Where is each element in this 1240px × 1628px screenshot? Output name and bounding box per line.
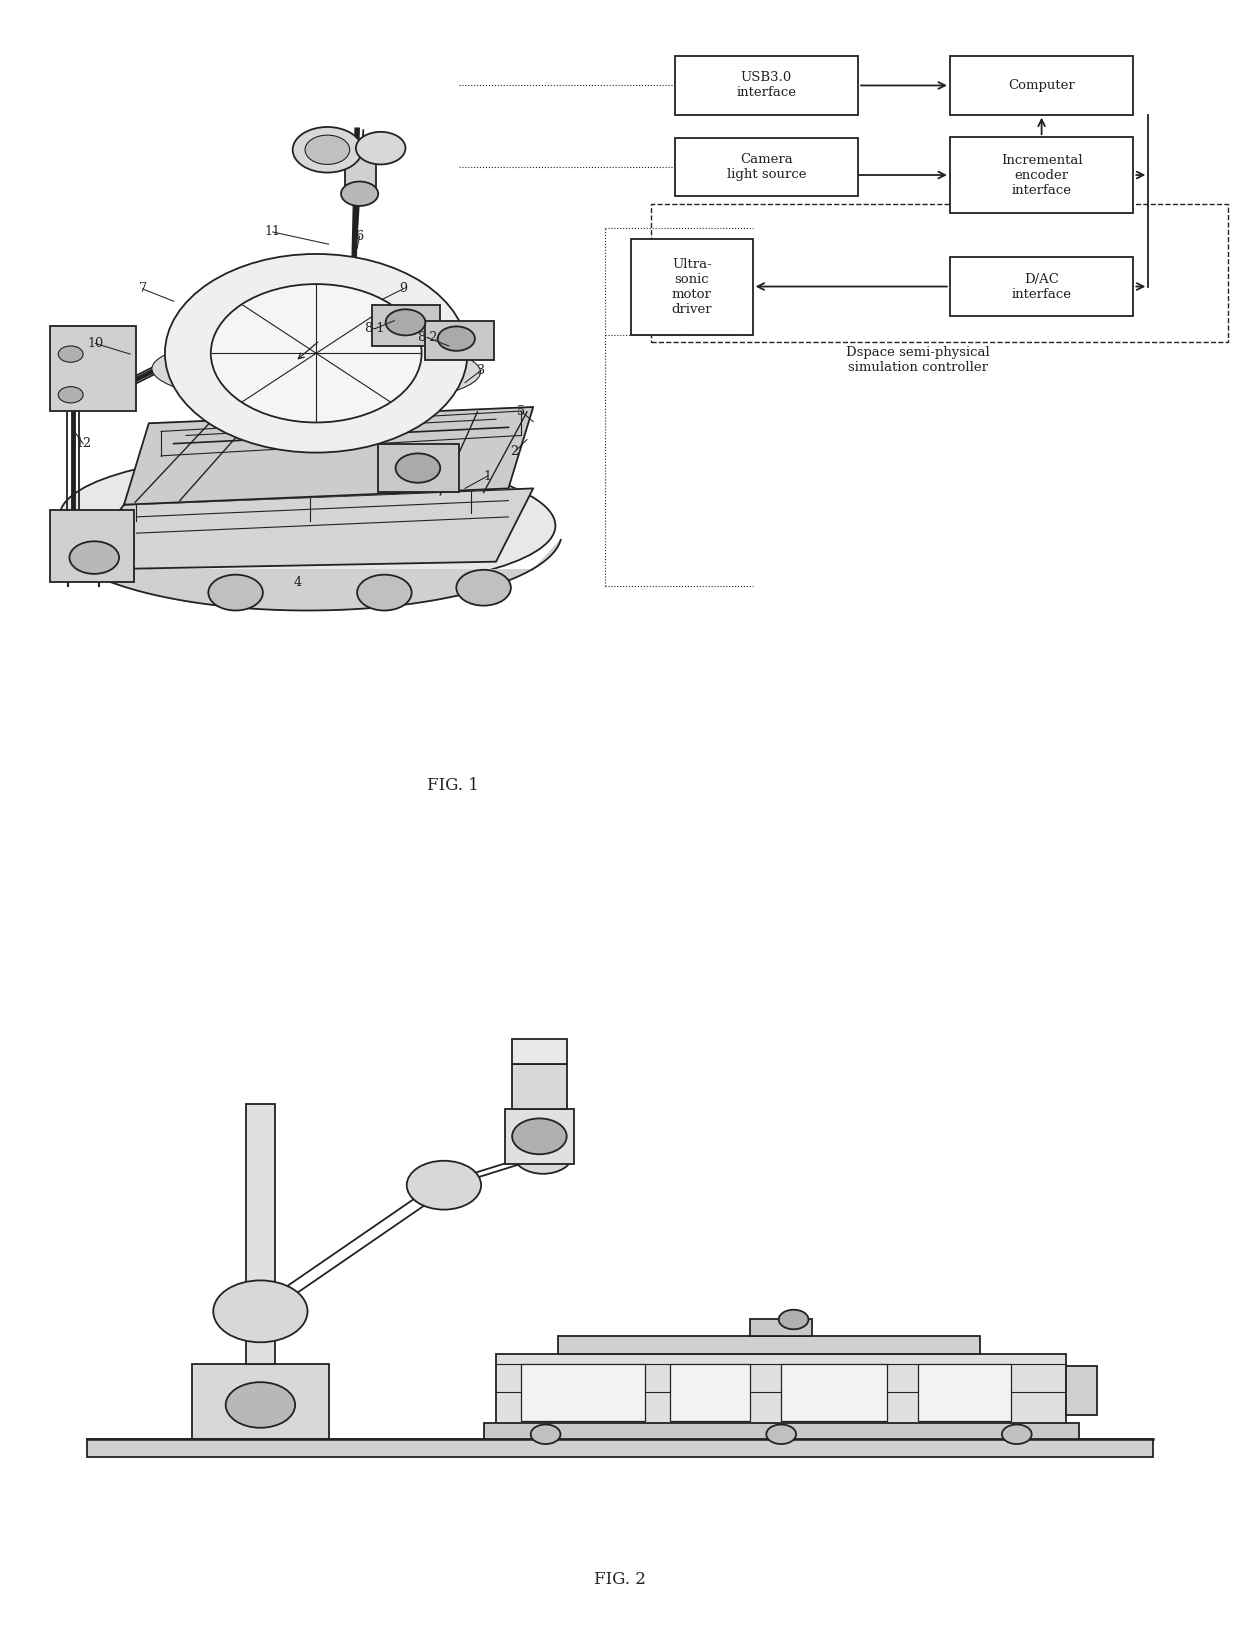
Circle shape [305,135,350,164]
Ellipse shape [60,454,556,588]
Circle shape [386,309,425,335]
Bar [950,257,1133,316]
Bar [631,239,753,335]
Circle shape [58,386,83,404]
Text: 1: 1 [484,470,491,482]
Bar [246,1104,275,1364]
Circle shape [69,540,119,573]
Circle shape [407,1161,481,1210]
Bar [505,1109,574,1164]
Circle shape [165,254,467,453]
Text: FIG. 1: FIG. 1 [427,777,479,794]
Circle shape [531,1424,560,1444]
Circle shape [226,1382,295,1428]
Circle shape [208,575,263,610]
Circle shape [512,1118,567,1154]
Circle shape [1002,1424,1032,1444]
Bar [950,55,1133,114]
Text: Camera
light source: Camera light source [727,153,806,181]
Polygon shape [124,407,533,505]
Text: Dspace semi-physical
simulation controller: Dspace semi-physical simulation controll… [846,347,990,374]
Text: Computer: Computer [1008,80,1075,91]
Circle shape [293,127,362,173]
Text: 10: 10 [87,337,104,350]
Bar [675,138,858,197]
Circle shape [356,132,405,164]
Text: 11: 11 [265,226,280,238]
Text: 3: 3 [477,365,485,376]
Bar [512,1065,567,1109]
Text: USB3.0
interface: USB3.0 interface [737,72,796,99]
Bar [192,1364,329,1439]
Circle shape [513,1135,573,1174]
Bar [50,326,136,410]
Bar [496,1354,1066,1439]
Bar [1066,1366,1097,1415]
Ellipse shape [153,334,480,407]
Text: Ultra-
sonic
motor
driver: Ultra- sonic motor driver [672,257,712,316]
Circle shape [456,570,511,606]
Bar [675,55,858,114]
Circle shape [58,347,83,363]
Text: 6: 6 [356,230,363,243]
Circle shape [766,1424,796,1444]
Bar [558,1335,980,1354]
Text: FIG. 2: FIG. 2 [594,1571,646,1587]
Circle shape [213,1280,308,1341]
Circle shape [779,1309,808,1328]
Circle shape [357,575,412,610]
Bar [918,1364,1011,1421]
Text: 5: 5 [517,405,525,417]
Bar [484,1423,1079,1439]
Bar [521,1364,645,1421]
Text: 8-1: 8-1 [365,322,384,335]
Text: 9: 9 [399,283,407,295]
Circle shape [211,283,422,423]
Text: Incremental
encoder
interface: Incremental encoder interface [1001,153,1083,197]
Text: D/AC
interface: D/AC interface [1012,272,1071,301]
Bar [651,204,1228,342]
Bar [512,1039,567,1065]
Circle shape [438,326,475,352]
Bar [378,444,459,492]
Bar [87,1439,1153,1457]
Bar [670,1364,750,1421]
Text: 8-2: 8-2 [418,332,438,344]
Bar [345,155,376,199]
Circle shape [341,181,378,207]
Text: 7: 7 [139,283,146,295]
Circle shape [396,453,440,482]
Bar [950,137,1133,213]
Text: 4: 4 [294,576,301,588]
Text: 2: 2 [511,446,518,457]
Bar [50,511,134,583]
Bar [372,306,440,347]
Bar [781,1364,887,1421]
Text: 12: 12 [74,438,92,449]
Bar [425,321,494,360]
Bar [750,1319,812,1335]
Polygon shape [74,488,533,570]
Polygon shape [55,540,560,610]
